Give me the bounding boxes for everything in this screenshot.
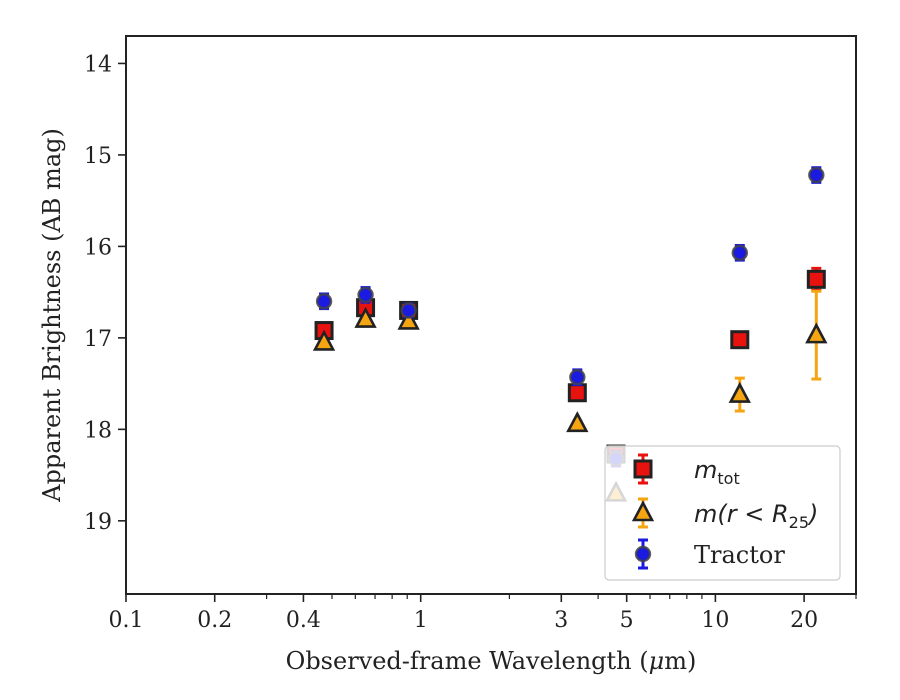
legend-marker [634, 545, 652, 563]
legend-marker [631, 500, 655, 522]
legend-label: m(r < R25) [694, 500, 818, 532]
x-tick-label: 0.4 [286, 608, 321, 633]
y-tick-label: 14 [84, 52, 112, 77]
mtot-point [567, 383, 587, 403]
y-tick-label: 18 [84, 418, 112, 443]
tractor-point [357, 286, 374, 304]
x-tick-label: 1 [414, 608, 428, 633]
y-tick-label: 19 [84, 510, 112, 535]
tractor-point [315, 293, 333, 310]
y-tick-label: 17 [84, 327, 112, 352]
tractor-point [400, 302, 417, 319]
x-tick-label: 3 [554, 608, 568, 633]
mr25-point [397, 308, 420, 330]
mr25-point [728, 381, 751, 403]
legend-label: Tractor [694, 541, 785, 569]
mr25-point [566, 411, 589, 433]
legend-entry-mr25: m(r < R25) [631, 497, 818, 532]
legend-box [604, 445, 841, 581]
plot-marks [312, 166, 828, 502]
y-tick-label: 15 [84, 144, 112, 169]
mr25-point [805, 322, 828, 344]
x-tick-label: 20 [790, 608, 818, 633]
legend-marker [633, 459, 653, 479]
legend-entry-tractor: Tractor [634, 538, 785, 570]
x-axis-label: Observed-frame Wavelength (μm) [286, 647, 697, 675]
series-mr25 [312, 289, 828, 502]
series-mtot [314, 266, 826, 464]
tractor-point [569, 369, 586, 386]
plot-frame [125, 35, 857, 595]
x-tick-label: 5 [620, 608, 634, 633]
legend: mtot m(r < R25) Tractor [604, 445, 841, 581]
y-tick-label: 16 [84, 235, 112, 260]
axis-labels: Observed-frame Wavelength (μm) Apparent … [38, 128, 696, 675]
x-tick-label: 10 [701, 608, 729, 633]
mtot-point [806, 269, 826, 289]
legend-entry-mtot: mtot [633, 453, 740, 488]
mtot-point [730, 330, 750, 350]
y-axis-label: Apparent Brightness (AB mag) [38, 128, 66, 503]
mr25-point [354, 306, 377, 328]
tractor-point [731, 244, 748, 261]
x-tick-label: 0.2 [197, 608, 232, 633]
mr25-point [312, 329, 336, 351]
series-tractor [315, 166, 825, 468]
tractor-point [808, 166, 825, 184]
axes: 0.1 0.2 0.4 1 3 5 10 20 14 15 16 17 18 19 [84, 35, 857, 633]
x-tick-label: 0.1 [109, 608, 144, 633]
legend-label: mtot [694, 456, 740, 488]
